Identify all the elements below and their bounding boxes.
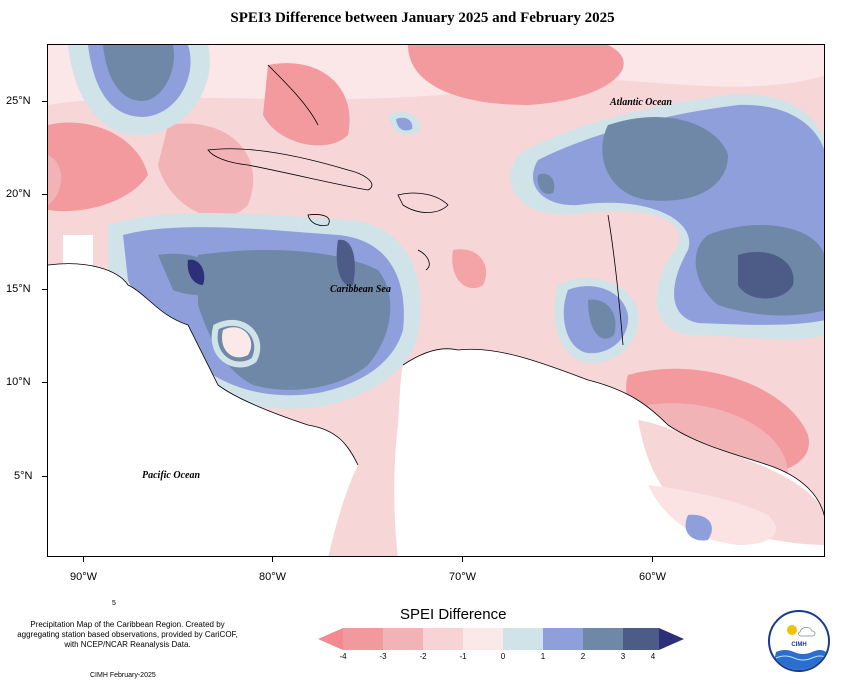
legend-tick-label: 4 xyxy=(650,652,656,661)
lat-label: 20°N xyxy=(6,188,31,200)
legend-swatch xyxy=(343,628,383,650)
map-area xyxy=(47,44,825,557)
lat-label: 5°N xyxy=(14,470,33,482)
lon-tick xyxy=(652,557,653,562)
legend-tick-label: 1 xyxy=(540,652,546,661)
lon-label: 90°W xyxy=(70,571,98,583)
legend-tick-label: -3 xyxy=(379,652,387,661)
lat-tick xyxy=(42,382,47,383)
lat-label: 25°N xyxy=(6,95,31,107)
map-title: SPEI3 Difference between January 2025 an… xyxy=(230,10,615,26)
color-legend xyxy=(318,628,684,650)
lat-tick xyxy=(42,289,47,290)
lon-label: 80°W xyxy=(259,571,287,583)
pacific-ocean-label: Pacific Ocean xyxy=(142,470,201,481)
legend-swatch xyxy=(318,628,343,650)
legend-tick-label: 3 xyxy=(620,652,626,661)
caribbean-sea-label: Caribbean Sea xyxy=(330,284,391,295)
logo-graphic xyxy=(772,625,827,670)
legend-swatch xyxy=(463,628,503,650)
spei-field xyxy=(48,45,824,556)
lat-tick xyxy=(42,101,47,102)
logo-label: CIMH xyxy=(791,642,807,648)
legend-swatch xyxy=(423,628,463,650)
legend-swatch xyxy=(383,628,423,650)
lon-label: 60°W xyxy=(639,571,667,583)
lon-tick xyxy=(83,557,84,562)
cimh-logo: CIMH xyxy=(768,610,830,672)
legend-swatch xyxy=(583,628,623,650)
lon-label: 70°W xyxy=(449,571,477,583)
legend-tick-label: -4 xyxy=(339,652,347,661)
legend-tick-label: -2 xyxy=(419,652,427,661)
legend-tick-label: 0 xyxy=(500,652,506,661)
lat-tick xyxy=(42,194,47,195)
legend-swatch xyxy=(623,628,659,650)
legend-tick-label: 2 xyxy=(580,652,586,661)
footer-number: 5 xyxy=(112,600,116,607)
legend-tick-label: -1 xyxy=(459,652,467,661)
legend-title: SPEI Difference xyxy=(400,606,507,623)
credit-text: CIMH February-2025 xyxy=(90,672,156,679)
lat-label: 15°N xyxy=(6,283,31,295)
atlantic-ocean-label: Atlantic Ocean xyxy=(610,97,672,108)
lon-tick xyxy=(272,557,273,562)
lat-tick xyxy=(42,476,47,477)
map-description: Precipitation Map of the Caribbean Regio… xyxy=(17,620,238,649)
legend-swatch xyxy=(659,628,684,650)
legend-swatch xyxy=(543,628,583,650)
legend-swatch xyxy=(503,628,543,650)
lon-tick xyxy=(462,557,463,562)
lat-label: 10°N xyxy=(6,376,31,388)
